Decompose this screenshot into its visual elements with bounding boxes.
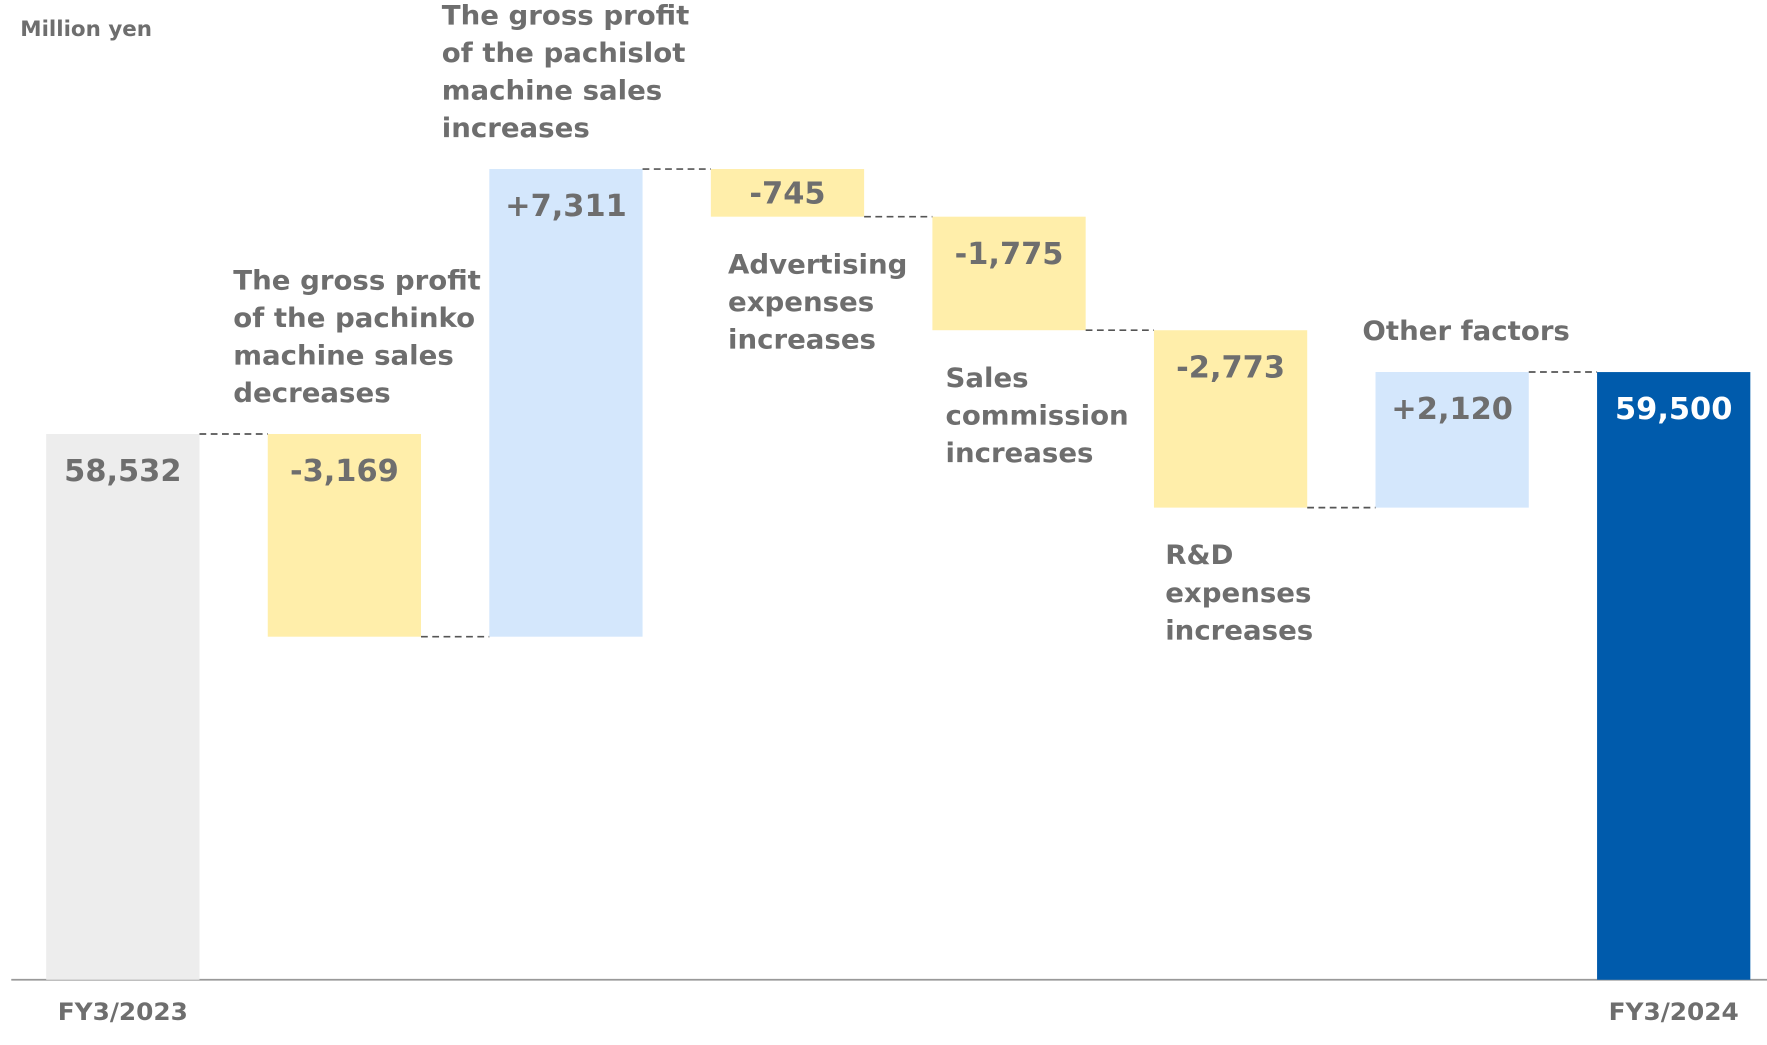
bar	[489, 169, 643, 637]
value-label: -3,169	[290, 454, 399, 489]
unit-label: Million yen	[20, 17, 152, 42]
bar	[267, 433, 422, 637]
annotation: R&D expenses increases	[1165, 540, 1321, 646]
bar	[1153, 330, 1308, 508]
x-tick-label: FY3/2024	[1609, 997, 1739, 1026]
value-label: 58,532	[64, 454, 181, 489]
bar	[46, 433, 200, 980]
value-label: -2,773	[1176, 351, 1285, 386]
value-label: -745	[749, 177, 825, 212]
annotation: The gross profit of the pachinko machine…	[233, 265, 490, 408]
bar	[1597, 372, 1751, 980]
value-label: +2,120	[1391, 392, 1513, 427]
annotation: Advertising expenses increases	[728, 249, 917, 355]
value-label: 59,500	[1615, 392, 1732, 427]
value-label: +7,311	[505, 189, 627, 224]
bar	[710, 169, 865, 217]
annotation: Other factors	[1362, 316, 1569, 347]
annotation: The gross profit of the pachislot machin…	[442, 0, 699, 143]
x-tick-label: FY3/2023	[58, 997, 188, 1026]
value-label: -1,775	[955, 237, 1064, 272]
bar	[1375, 372, 1529, 508]
bar	[932, 216, 1086, 331]
annotation: Sales commission increases	[945, 363, 1138, 469]
